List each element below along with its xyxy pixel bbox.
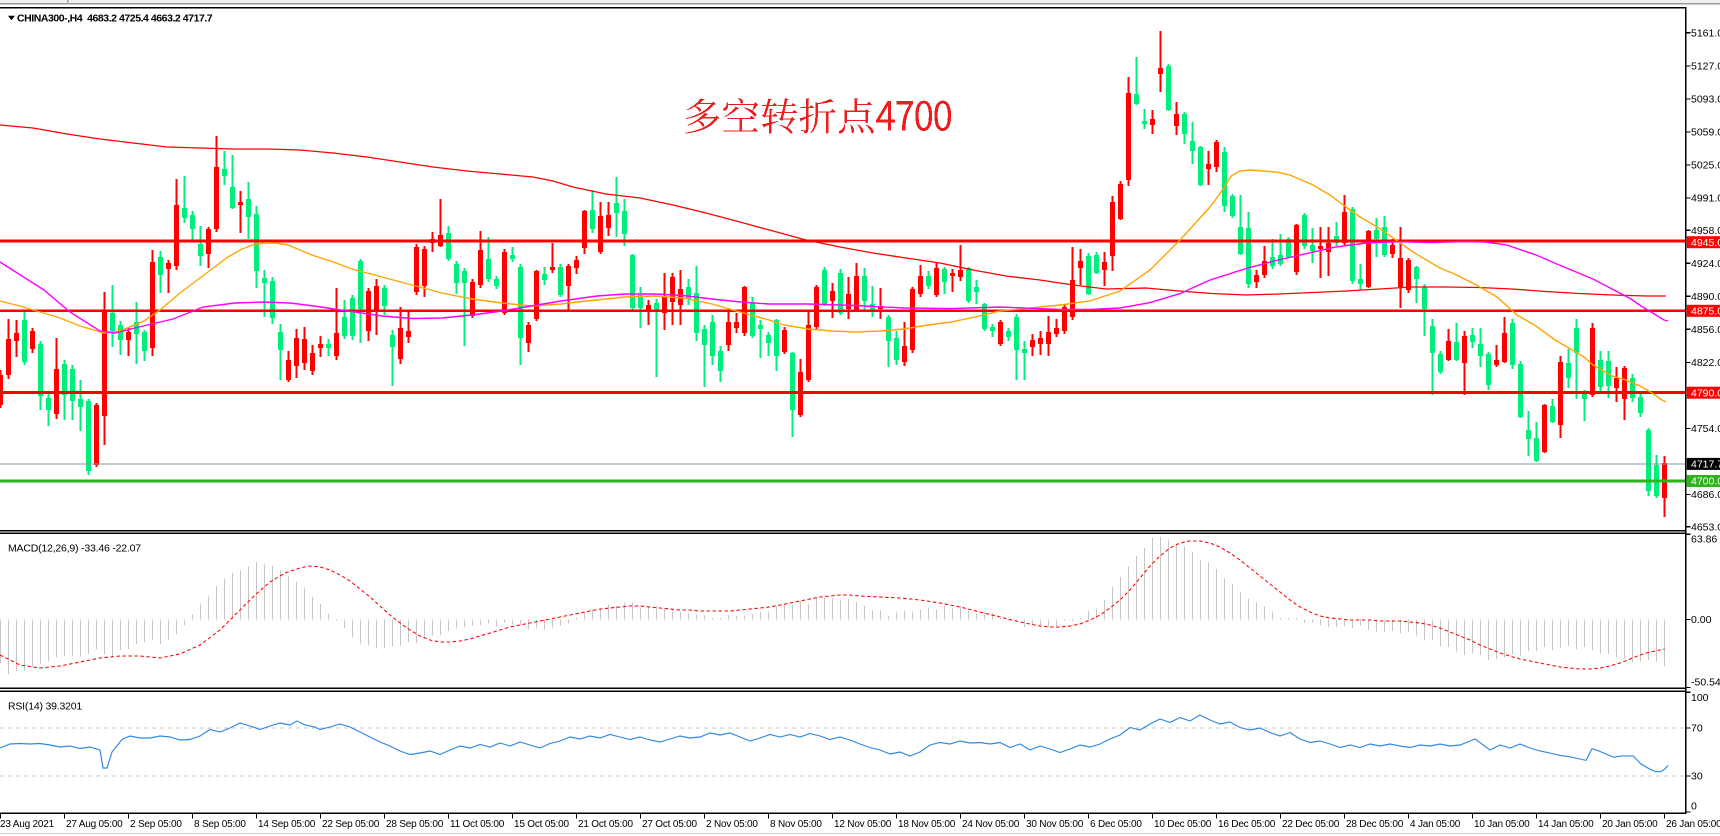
svg-text:4653.0: 4653.0 [1691, 521, 1720, 533]
svg-text:10 Dec 05:00: 10 Dec 05:00 [1154, 819, 1212, 830]
svg-text:4958.0: 4958.0 [1691, 225, 1720, 237]
svg-text:12 Nov 05:00: 12 Nov 05:00 [834, 819, 892, 830]
svg-text:8 Nov 05:00: 8 Nov 05:00 [770, 819, 822, 830]
svg-text:14 Jan 05:00: 14 Jan 05:00 [1538, 819, 1594, 830]
svg-text:0: 0 [1691, 801, 1697, 813]
svg-text:100: 100 [1691, 692, 1709, 704]
svg-text:27 Aug 05:00: 27 Aug 05:00 [66, 819, 123, 830]
svg-text:4890.0: 4890.0 [1691, 291, 1720, 303]
svg-text:MACD(12,26,9) -33.46 -22.07: MACD(12,26,9) -33.46 -22.07 [8, 543, 141, 555]
svg-text:2 Sep 05:00: 2 Sep 05:00 [130, 819, 182, 830]
svg-text:28 Dec 05:00: 28 Dec 05:00 [1346, 819, 1404, 830]
svg-text:23 Aug 2021: 23 Aug 2021 [0, 819, 55, 830]
svg-text:5093.0: 5093.0 [1691, 94, 1720, 106]
svg-text:26 Jan 05:00: 26 Jan 05:00 [1666, 819, 1720, 830]
svg-text:8 Sep 05:00: 8 Sep 05:00 [194, 819, 246, 830]
svg-text:4945.0: 4945.0 [1691, 237, 1720, 249]
svg-text:5127.0: 5127.0 [1691, 61, 1720, 73]
svg-text:5161.0: 5161.0 [1691, 27, 1720, 39]
svg-text:21 Oct 05:00: 21 Oct 05:00 [578, 819, 633, 830]
svg-text:10 Jan 05:00: 10 Jan 05:00 [1474, 819, 1530, 830]
svg-text:15 Oct 05:00: 15 Oct 05:00 [514, 819, 569, 830]
svg-text:11 Oct 05:00: 11 Oct 05:00 [450, 819, 505, 830]
svg-text:4790.0: 4790.0 [1691, 387, 1720, 399]
svg-text:4875.0: 4875.0 [1691, 305, 1720, 317]
svg-text:30: 30 [1691, 771, 1703, 783]
svg-text:CHINA300-,H4 4683.2 4725.4 46: CHINA300-,H4 4683.2 4725.4 4663.2 4717.7 [17, 13, 213, 25]
svg-text:2 Nov 05:00: 2 Nov 05:00 [706, 819, 758, 830]
svg-text:4754.0: 4754.0 [1691, 423, 1720, 435]
svg-text:RSI(14) 39.3201: RSI(14) 39.3201 [8, 701, 82, 713]
svg-text:70: 70 [1691, 723, 1703, 735]
svg-text:63.86: 63.86 [1691, 533, 1717, 545]
svg-text:6 Dec 05:00: 6 Dec 05:00 [1090, 819, 1142, 830]
svg-text:28 Sep 05:00: 28 Sep 05:00 [386, 819, 444, 830]
svg-text:4856.0: 4856.0 [1691, 324, 1720, 336]
svg-text:18 Nov 05:00: 18 Nov 05:00 [898, 819, 956, 830]
svg-text:24 Nov 05:00: 24 Nov 05:00 [962, 819, 1020, 830]
svg-text:4924.0: 4924.0 [1691, 258, 1720, 270]
svg-text:-50.54: -50.54 [1691, 677, 1720, 689]
svg-text:20 Jan 05:00: 20 Jan 05:00 [1602, 819, 1658, 830]
svg-text:22 Dec 05:00: 22 Dec 05:00 [1282, 819, 1340, 830]
svg-text:22 Sep 05:00: 22 Sep 05:00 [322, 819, 380, 830]
svg-text:4991.0: 4991.0 [1691, 193, 1720, 205]
svg-text:4 Jan 05:00: 4 Jan 05:00 [1410, 819, 1461, 830]
svg-text:14 Sep 05:00: 14 Sep 05:00 [258, 819, 316, 830]
svg-text:4700.0: 4700.0 [1691, 476, 1720, 488]
svg-text:27 Oct 05:00: 27 Oct 05:00 [642, 819, 697, 830]
svg-text:4686.0: 4686.0 [1691, 489, 1720, 501]
svg-text:0.00: 0.00 [1691, 614, 1712, 626]
svg-text:30 Nov 05:00: 30 Nov 05:00 [1026, 819, 1084, 830]
svg-text:4822.0: 4822.0 [1691, 357, 1720, 369]
svg-text:5059.0: 5059.0 [1691, 127, 1720, 139]
svg-text:16 Dec 05:00: 16 Dec 05:00 [1218, 819, 1276, 830]
svg-text:5025.0: 5025.0 [1691, 160, 1720, 172]
svg-text:4717.7: 4717.7 [1691, 459, 1720, 471]
